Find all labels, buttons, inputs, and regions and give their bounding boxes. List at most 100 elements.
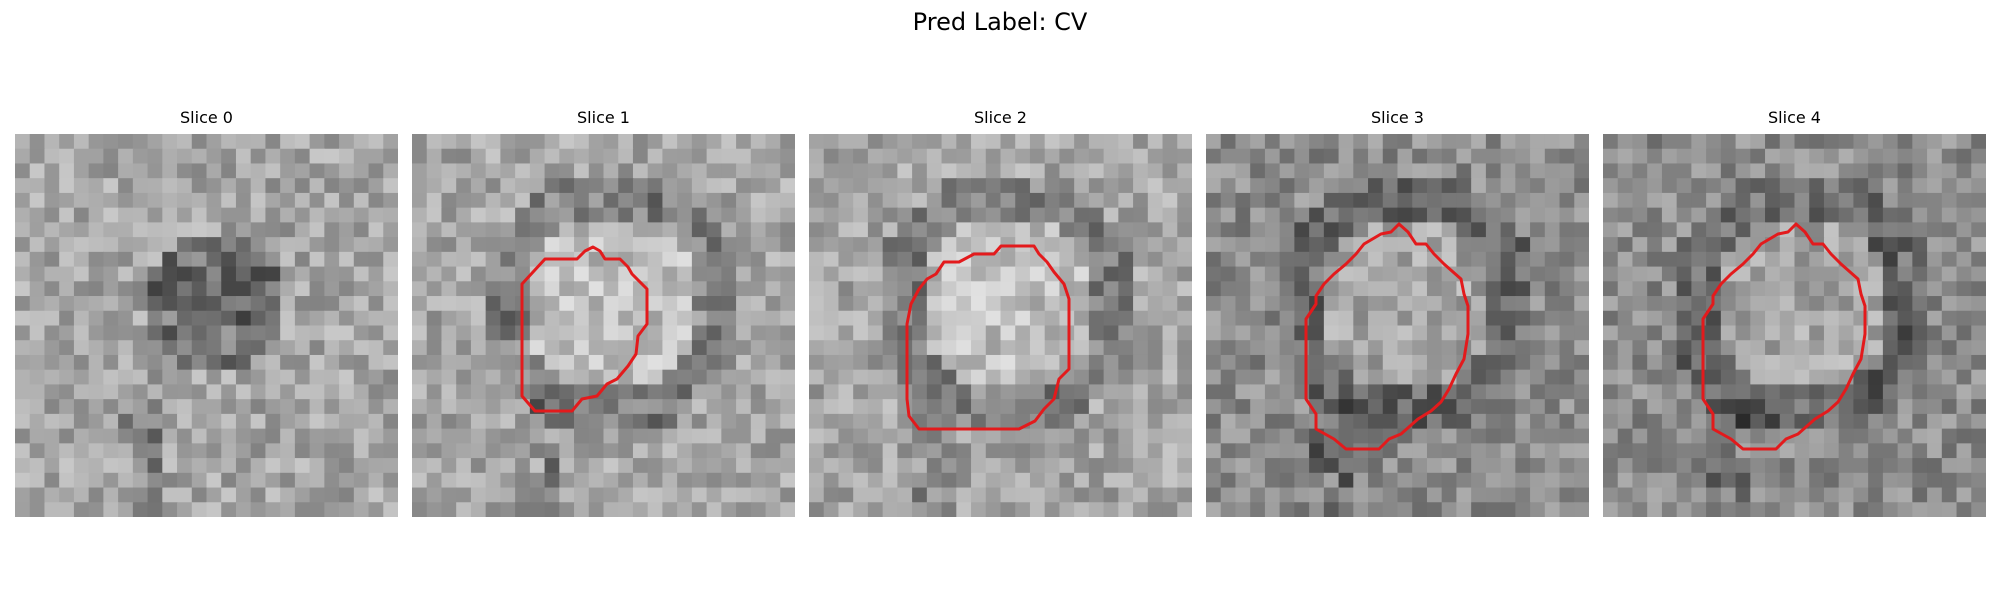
image-pixel (588, 281, 605, 297)
image-pixel (383, 192, 398, 209)
image-pixel (250, 413, 267, 430)
image-pixel (1015, 458, 1031, 474)
image-pixel (1294, 134, 1310, 150)
image-pixel (29, 472, 46, 489)
image-pixel (1162, 502, 1178, 517)
image-pixel (1500, 163, 1516, 179)
image-pixel (1971, 310, 1986, 327)
image-pixel (1206, 502, 1222, 517)
image-pixel (1574, 369, 1589, 386)
image-pixel (632, 266, 649, 282)
image-pixel (1868, 207, 1884, 223)
image-pixel (221, 325, 237, 341)
image-pixel (588, 458, 605, 474)
image-pixel (353, 428, 370, 444)
image-pixel (235, 281, 252, 297)
image-pixel (1515, 458, 1531, 474)
image-pixel (912, 251, 928, 268)
image-pixel (59, 487, 75, 503)
image-pixel (765, 472, 781, 489)
image-pixel (1647, 222, 1663, 238)
image-pixel (1264, 237, 1281, 253)
image-pixel (177, 369, 193, 386)
image-pixel (280, 399, 296, 415)
image-pixel (1044, 310, 1061, 327)
image-pixel (1544, 458, 1561, 474)
image-pixel (1000, 134, 1016, 150)
image-pixel (368, 237, 384, 253)
image-pixel (1118, 237, 1134, 253)
image-pixel (147, 148, 163, 165)
image-pixel (588, 178, 605, 194)
image-pixel (588, 443, 605, 459)
image-pixel (59, 413, 75, 430)
image-pixel (1118, 354, 1134, 371)
image-pixel (206, 148, 222, 165)
image-pixel (971, 207, 987, 223)
image-pixel (59, 340, 75, 356)
image-pixel (647, 413, 664, 430)
image-pixel (1632, 237, 1648, 253)
image-pixel (1264, 428, 1281, 444)
slice-image-4 (1603, 134, 1986, 517)
image-pixel (1471, 134, 1487, 150)
image-pixel (1279, 192, 1295, 209)
image-pixel (1103, 178, 1119, 194)
image-pixel (912, 296, 928, 312)
image-pixel (1632, 251, 1648, 268)
image-pixel (177, 428, 193, 444)
image-pixel (162, 163, 178, 179)
image-pixel (1103, 251, 1119, 268)
image-pixel (1323, 325, 1340, 341)
image-pixel (1691, 251, 1707, 268)
image-pixel (912, 178, 928, 194)
image-pixel (1809, 296, 1825, 312)
image-pixel (441, 472, 457, 489)
image-pixel (1853, 222, 1869, 238)
image-pixel (1044, 237, 1061, 253)
image-pixel (515, 207, 531, 223)
image-pixel (618, 281, 634, 297)
image-pixel (1044, 487, 1061, 503)
image-pixel (1147, 163, 1164, 179)
image-pixel (162, 192, 178, 209)
image-pixel (1603, 502, 1619, 517)
image-pixel (309, 178, 325, 194)
image-pixel (1250, 222, 1266, 238)
image-pixel (118, 134, 134, 150)
image-pixel (1632, 384, 1648, 400)
image-pixel (1515, 237, 1531, 253)
image-pixel (1912, 413, 1928, 430)
image-pixel (206, 487, 222, 503)
image-pixel (1000, 266, 1016, 282)
image-pixel (368, 281, 384, 297)
image-pixel (1971, 472, 1986, 489)
image-pixel (529, 354, 546, 371)
image-pixel (1544, 296, 1561, 312)
image-pixel (853, 472, 869, 489)
image-pixel (1530, 281, 1546, 297)
image-pixel (1971, 237, 1986, 253)
image-pixel (1309, 502, 1325, 517)
image-pixel (632, 237, 649, 253)
image-pixel (29, 237, 46, 253)
image-pixel (912, 134, 928, 150)
image-pixel (632, 458, 649, 474)
image-pixel (647, 148, 664, 165)
image-pixel (441, 237, 457, 253)
image-pixel (1279, 148, 1295, 165)
image-pixel (221, 192, 237, 209)
image-pixel (456, 222, 472, 238)
image-pixel (1382, 399, 1399, 415)
image-pixel (1412, 178, 1428, 194)
image-pixel (1294, 163, 1310, 179)
pixel-grid (809, 134, 1192, 517)
image-pixel (324, 134, 340, 150)
image-pixel (1971, 369, 1986, 386)
image-pixel (1720, 487, 1737, 503)
image-pixel (647, 237, 664, 253)
image-pixel (559, 134, 575, 150)
image-pixel (912, 472, 928, 489)
image-pixel (603, 296, 619, 312)
image-pixel (265, 251, 281, 268)
